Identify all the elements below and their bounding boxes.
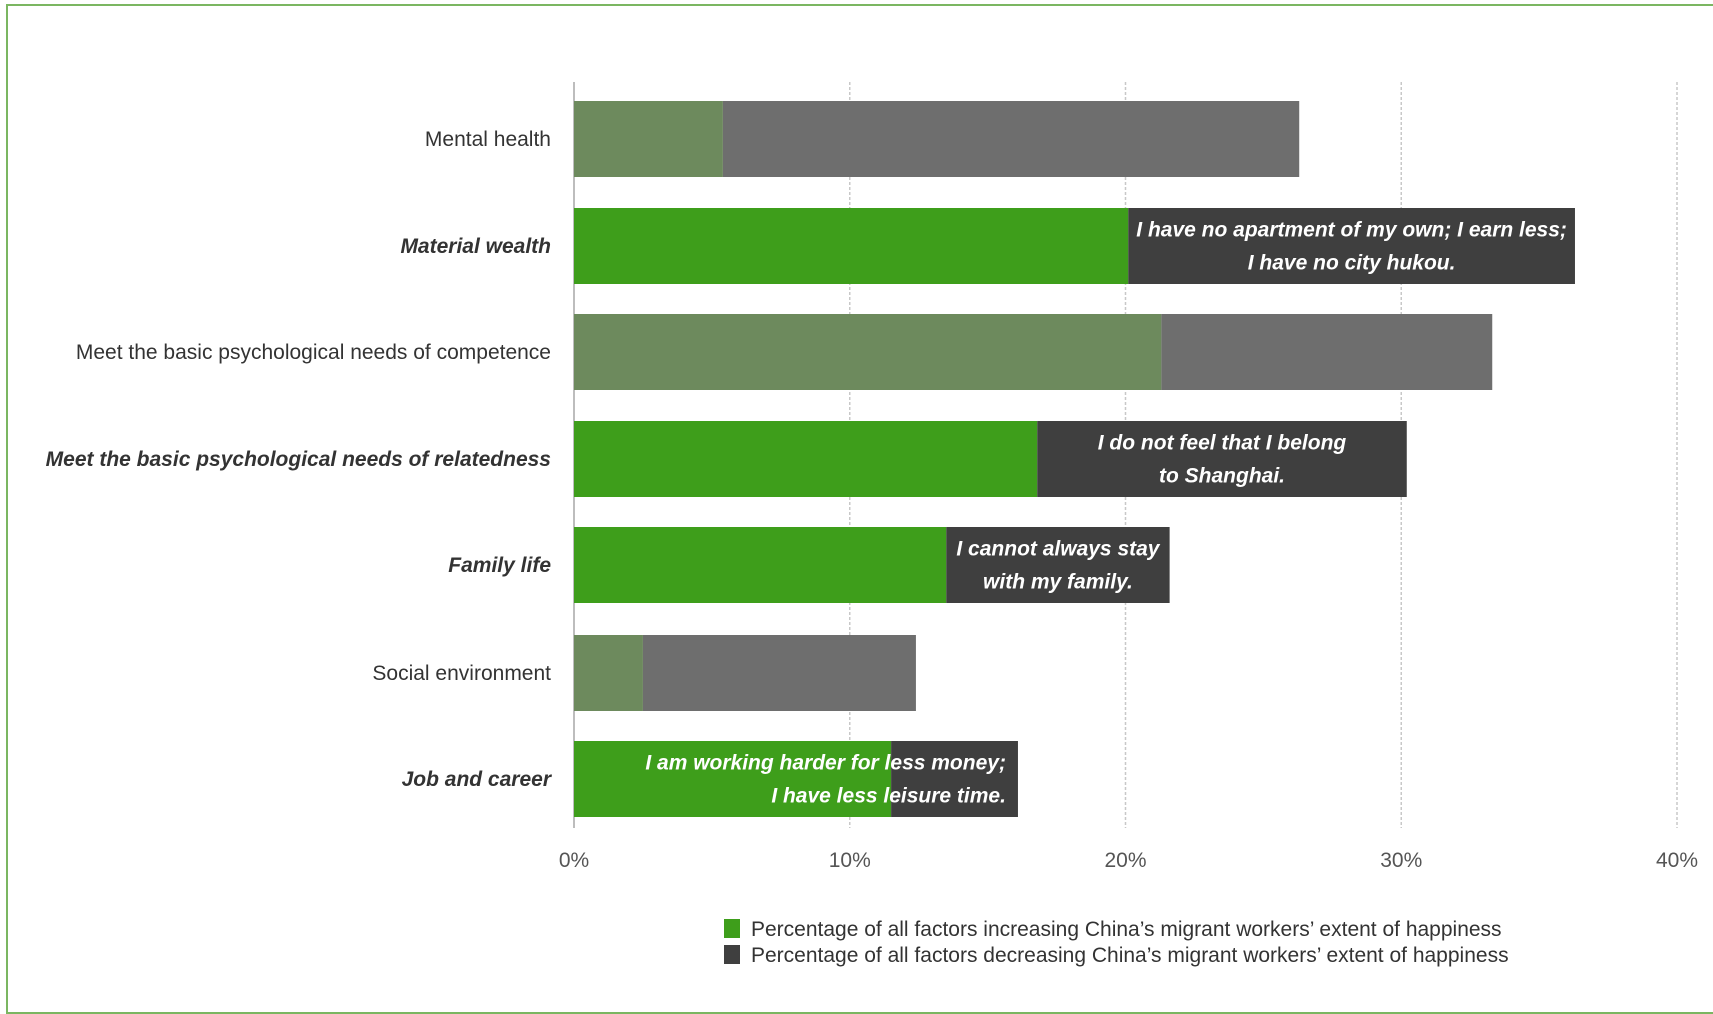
legend-swatch-increasing: [724, 919, 740, 938]
category-labels: Mental health Material wealth Meet the bas…: [46, 128, 553, 791]
annotation-text: I do not feel that I belong: [1098, 432, 1347, 455]
bar-increasing: [574, 635, 643, 711]
bars: [574, 101, 1575, 817]
annotation-text: to Shanghai.: [1159, 465, 1285, 488]
category-label: Job and career: [402, 768, 553, 791]
category-label: Mental health: [425, 128, 551, 151]
legend-swatch-decreasing: [724, 945, 740, 964]
category-label: Meet the basic psychological needs of re…: [46, 448, 551, 471]
x-tick-label: 40%: [1656, 849, 1698, 872]
annotation-text: I have no city hukou.: [1248, 252, 1456, 275]
legend-label: Percentage of all factors increasing Chi…: [751, 918, 1502, 941]
x-tick-label: 10%: [829, 849, 871, 872]
annotation-text: I have less leisure time.: [771, 785, 1006, 808]
bar-decreasing: [891, 741, 1018, 817]
bar-increasing: [574, 421, 1038, 497]
category-label: Social environment: [372, 662, 551, 685]
legend: Percentage of all factors increasing Chi…: [724, 918, 1509, 967]
category-label: Family life: [448, 554, 551, 577]
bar-increasing: [574, 101, 723, 177]
category-label: Meet the basic psychological needs of co…: [76, 341, 551, 364]
x-tick-label: 20%: [1104, 849, 1146, 872]
bar-decreasing: [642, 635, 916, 711]
annotation-text: I cannot always stay: [956, 538, 1160, 561]
x-tick-label: 0%: [559, 849, 589, 872]
bar-increasing: [574, 208, 1129, 284]
x-axis-ticks: 0% 10% 20% 30% 40%: [559, 849, 1698, 872]
annotation-text: with my family.: [983, 571, 1133, 594]
category-label: Material wealth: [400, 235, 551, 258]
bar-decreasing: [1128, 208, 1575, 284]
bar-increasing: [574, 527, 947, 603]
annotations: I have no apartment of my own; I earn le…: [645, 219, 1567, 808]
annotation-text: I am working harder for less money;: [645, 752, 1006, 775]
legend-label: Percentage of all factors decreasing Chi…: [751, 944, 1509, 967]
bar-decreasing: [1037, 421, 1407, 497]
annotation-text: I have no apartment of my own; I earn le…: [1136, 219, 1567, 242]
bar-decreasing: [722, 101, 1300, 177]
x-tick-label: 30%: [1380, 849, 1422, 872]
bar-decreasing: [1161, 314, 1493, 390]
bar-increasing: [574, 741, 892, 817]
bar-increasing: [574, 314, 1162, 390]
bar-decreasing: [946, 527, 1170, 603]
